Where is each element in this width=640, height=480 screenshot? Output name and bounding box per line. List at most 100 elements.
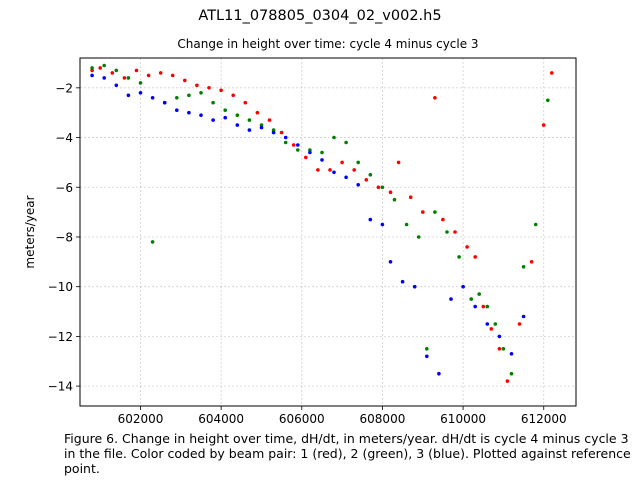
data-point bbox=[541, 123, 546, 127]
data-point bbox=[296, 148, 300, 152]
data-point bbox=[473, 304, 478, 309]
data-point bbox=[425, 347, 429, 351]
data-point bbox=[308, 150, 312, 155]
y-axis-label: meters/year bbox=[23, 195, 37, 268]
data-point bbox=[211, 100, 215, 105]
data-point bbox=[332, 135, 336, 140]
data-point bbox=[247, 128, 252, 132]
data-point bbox=[461, 284, 465, 289]
data-point bbox=[320, 150, 324, 155]
x-tick-label: 604000 bbox=[198, 412, 244, 426]
x-tick-label: 602000 bbox=[118, 412, 164, 426]
x-tick-label: 608000 bbox=[360, 412, 406, 426]
data-point bbox=[211, 118, 215, 122]
data-point bbox=[368, 217, 373, 222]
axes-frame bbox=[79, 57, 577, 407]
data-point bbox=[441, 217, 445, 222]
data-point bbox=[376, 185, 381, 190]
data-point bbox=[481, 304, 486, 309]
data-point bbox=[497, 334, 502, 339]
figure-suptitle: ATL11_078805_0304_02_v002.h5 bbox=[198, 8, 442, 24]
data-point bbox=[477, 292, 482, 296]
data-point bbox=[271, 128, 276, 132]
data-point bbox=[223, 108, 227, 112]
data-point bbox=[98, 66, 102, 70]
data-point bbox=[308, 148, 312, 152]
data-point bbox=[344, 175, 348, 180]
grid-layer bbox=[80, 58, 576, 406]
data-point bbox=[501, 347, 506, 351]
data-point bbox=[316, 168, 320, 172]
data-point bbox=[259, 123, 264, 127]
data-point bbox=[356, 183, 361, 187]
data-point bbox=[521, 265, 526, 269]
data-point bbox=[505, 379, 510, 383]
y-ticks: −14 −12 −10 −8 −6 −4 −2 bbox=[48, 81, 80, 394]
data-point bbox=[235, 113, 240, 117]
data-point bbox=[162, 100, 167, 105]
data-point bbox=[328, 168, 332, 172]
data-point bbox=[425, 354, 429, 359]
data-point bbox=[183, 78, 187, 83]
data-point bbox=[223, 115, 227, 120]
data-point bbox=[380, 222, 385, 227]
data-point bbox=[416, 235, 421, 239]
data-point bbox=[364, 178, 369, 182]
data-point bbox=[453, 230, 457, 234]
data-point bbox=[255, 110, 260, 115]
y-tick-label: −12 bbox=[48, 330, 73, 344]
data-point bbox=[122, 76, 127, 80]
y-tick-label: −6 bbox=[55, 181, 73, 195]
data-point bbox=[356, 160, 361, 165]
y-tick-label: −10 bbox=[48, 280, 73, 294]
data-point bbox=[207, 86, 211, 90]
data-point bbox=[114, 68, 119, 73]
data-point bbox=[380, 185, 385, 190]
chart-title: Change in height over time: cycle 4 minu… bbox=[177, 37, 479, 51]
data-point bbox=[421, 210, 425, 214]
data-point bbox=[150, 96, 155, 100]
data-point bbox=[187, 110, 191, 115]
data-point bbox=[296, 143, 300, 147]
data-point bbox=[352, 168, 357, 172]
x-ticks: 602000 604000 606000 608000 610000 612000 bbox=[118, 406, 567, 426]
data-point bbox=[138, 91, 143, 95]
data-point bbox=[408, 195, 413, 199]
y-tick-label: −4 bbox=[55, 131, 73, 145]
data-point bbox=[509, 371, 514, 376]
data-point bbox=[433, 96, 437, 100]
data-point bbox=[243, 100, 248, 105]
data-point bbox=[102, 76, 106, 80]
data-point bbox=[114, 83, 119, 88]
data-point bbox=[368, 173, 373, 177]
data-point bbox=[489, 327, 494, 331]
data-point bbox=[247, 118, 252, 122]
data-point bbox=[110, 71, 115, 75]
y-tick-label: −8 bbox=[55, 230, 73, 244]
data-point bbox=[199, 91, 203, 95]
data-point bbox=[175, 108, 179, 112]
data-point bbox=[404, 222, 409, 227]
x-tick-label: 610000 bbox=[440, 412, 486, 426]
data-point bbox=[187, 93, 191, 98]
data-point bbox=[485, 304, 490, 309]
data-point bbox=[219, 88, 223, 93]
data-point bbox=[332, 170, 336, 175]
data-point bbox=[146, 73, 151, 78]
data-point bbox=[465, 245, 469, 249]
data-point bbox=[517, 322, 522, 326]
data-point bbox=[509, 352, 514, 356]
data-point bbox=[90, 73, 94, 78]
data-point bbox=[267, 118, 272, 122]
data-point bbox=[235, 123, 240, 127]
x-tick-label: 612000 bbox=[521, 412, 567, 426]
data-point bbox=[396, 160, 401, 165]
data-point bbox=[134, 68, 139, 73]
points-layer bbox=[90, 63, 554, 383]
data-point bbox=[126, 93, 131, 98]
data-point bbox=[344, 140, 348, 145]
data-point bbox=[533, 222, 538, 227]
data-point bbox=[291, 143, 296, 147]
data-point bbox=[138, 81, 143, 85]
